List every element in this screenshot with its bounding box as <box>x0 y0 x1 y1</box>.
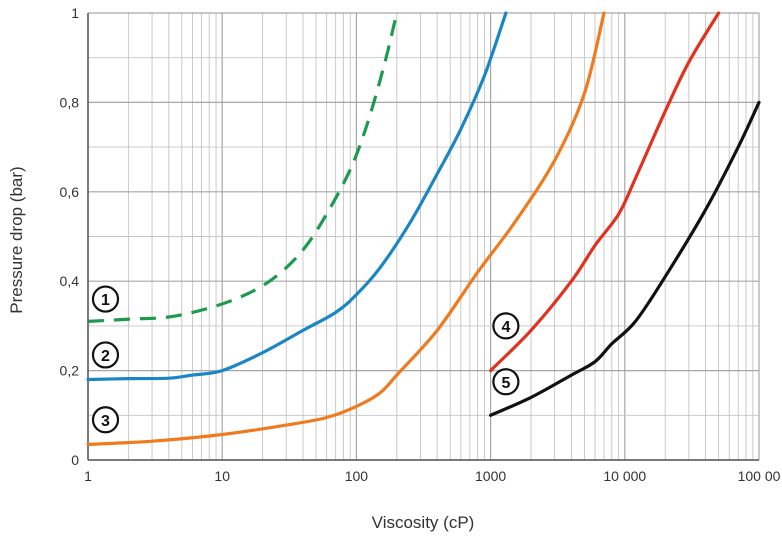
series-line-2 <box>86 11 508 382</box>
series-line-4 <box>489 11 721 373</box>
x-tick-label: 10 <box>214 468 230 484</box>
series-line-3 <box>86 11 606 446</box>
series-group <box>86 11 761 446</box>
marker-number: 3 <box>101 413 110 430</box>
marker-circle <box>492 312 520 340</box>
x-tick-labels: 1 10 100 1000 10 000 100 00 <box>84 468 781 484</box>
x-tick-label: 1000 <box>475 468 506 484</box>
series-marker-2: 2 <box>91 341 120 369</box>
series-line-5 <box>489 100 761 417</box>
series-marker-5: 5 <box>492 368 520 396</box>
x-tick-label: 10 000 <box>603 468 646 484</box>
grid <box>87 12 760 461</box>
marker-circle <box>492 368 520 396</box>
y-tick-labels: 0 0,2 0,4 0,6 0,8 1 <box>60 5 80 468</box>
x-tick-label: 1 <box>84 468 92 484</box>
y-tick-label: 0,4 <box>60 273 80 289</box>
y-axis-title: Pressure drop (bar) <box>7 166 26 313</box>
y-tick-label: 0,2 <box>60 363 80 379</box>
series-markers: 1 2 3 4 5 <box>91 285 520 434</box>
y-tick-label: 0,6 <box>60 184 80 200</box>
marker-number: 4 <box>501 319 510 336</box>
marker-number: 1 <box>101 292 110 309</box>
x-axis-title: Viscosity (cP) <box>372 513 475 532</box>
series-line-1 <box>87 12 399 323</box>
marker-circle <box>91 285 120 313</box>
x-tick-label: 100 00 <box>738 468 781 484</box>
series-marker-4: 4 <box>492 312 520 340</box>
series-marker-3: 3 <box>91 406 120 434</box>
x-tick-label: 100 <box>345 468 369 484</box>
y-tick-label: 1 <box>71 5 79 21</box>
y-tick-label: 0 <box>71 452 79 468</box>
marker-circle <box>91 341 120 369</box>
series-marker-1: 1 <box>91 285 120 313</box>
marker-circle <box>91 406 120 434</box>
y-tick-label: 0,8 <box>60 94 80 110</box>
marker-number: 2 <box>101 348 110 365</box>
axes <box>87 13 759 461</box>
marker-number: 5 <box>501 375 510 392</box>
